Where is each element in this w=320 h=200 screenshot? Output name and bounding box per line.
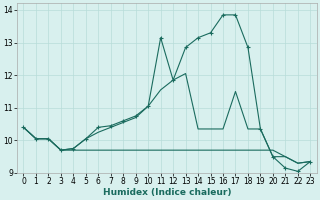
X-axis label: Humidex (Indice chaleur): Humidex (Indice chaleur): [103, 188, 231, 197]
